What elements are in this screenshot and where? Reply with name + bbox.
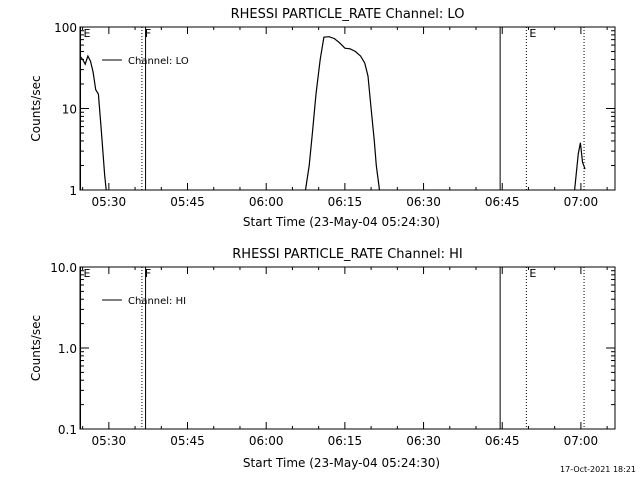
panel-1-series-line: [574, 142, 586, 191]
panel-2-x-tick-label: 06:45: [485, 434, 520, 448]
footer-timestamp: 17-Oct-2021 18:21: [560, 465, 636, 474]
panel-1-y-axis-label: Counts/sec: [29, 75, 43, 141]
panel-1-x-tick-label: 06:00: [249, 195, 284, 209]
panel-2-x-tick-label: 06:30: [406, 434, 441, 448]
panel-1-x-tick-label: 07:00: [564, 195, 599, 209]
panel-2-x-tick-label: 05:30: [92, 434, 127, 448]
panel-1-x-tick-label: 06:15: [328, 195, 363, 209]
panel-2-y-tick-label: 0.1: [58, 423, 77, 437]
panel-1-series-line: [79, 54, 107, 191]
panel-2-x-tick-label: 05:45: [170, 434, 205, 448]
panel-1-event-marker-label: F: [145, 27, 151, 40]
panel-2-y-axis-label: Counts/sec: [29, 315, 43, 381]
panel-1-title: RHESSI PARTICLE_RATE Channel: LO: [231, 7, 465, 22]
panel-2-event-marker-label: E: [529, 267, 536, 280]
panel-1-y-tick-label: 1: [69, 184, 77, 198]
panel-1-event-marker-label: E: [84, 27, 91, 40]
panel-1-plot-frame: [79, 26, 616, 191]
panel-1-x-tick-label: 06:45: [485, 195, 520, 209]
panel-2-plot-frame: [79, 266, 616, 430]
panel-2-event-marker-label: F: [145, 267, 151, 280]
panel-1-series-line: [304, 36, 381, 191]
panel-1-x-tick-label: 06:30: [406, 195, 441, 209]
panel-1-x-axis-label: Start Time (23-May-04 05:24:30): [243, 215, 440, 229]
panel-2-title: RHESSI PARTICLE_RATE Channel: HI: [232, 247, 462, 262]
panel-1-legend-label: Channel: LO: [128, 56, 189, 67]
panel-1-x-tick-label: 05:45: [170, 195, 205, 209]
panel-2-x-tick-label: 06:00: [249, 434, 284, 448]
panel-1-event-marker-label: E: [529, 27, 536, 40]
panel-2-y-tick-label: 10.0: [50, 261, 77, 275]
panel-1-y-tick-label: 100: [54, 21, 77, 35]
panel-2-event-marker-label: E: [84, 267, 91, 280]
panel-1-y-tick-label: 10: [62, 103, 77, 117]
panel-2-x-axis-label: Start Time (23-May-04 05:24:30): [243, 456, 440, 470]
panel-2-y-tick-label: 1.0: [58, 342, 77, 356]
panel-2-x-tick-label: 07:00: [564, 434, 599, 448]
panel-2-legend-label: Channel: HI: [128, 296, 186, 307]
panel-1-x-tick-label: 05:30: [92, 195, 127, 209]
panel-2-x-tick-label: 06:15: [328, 434, 363, 448]
